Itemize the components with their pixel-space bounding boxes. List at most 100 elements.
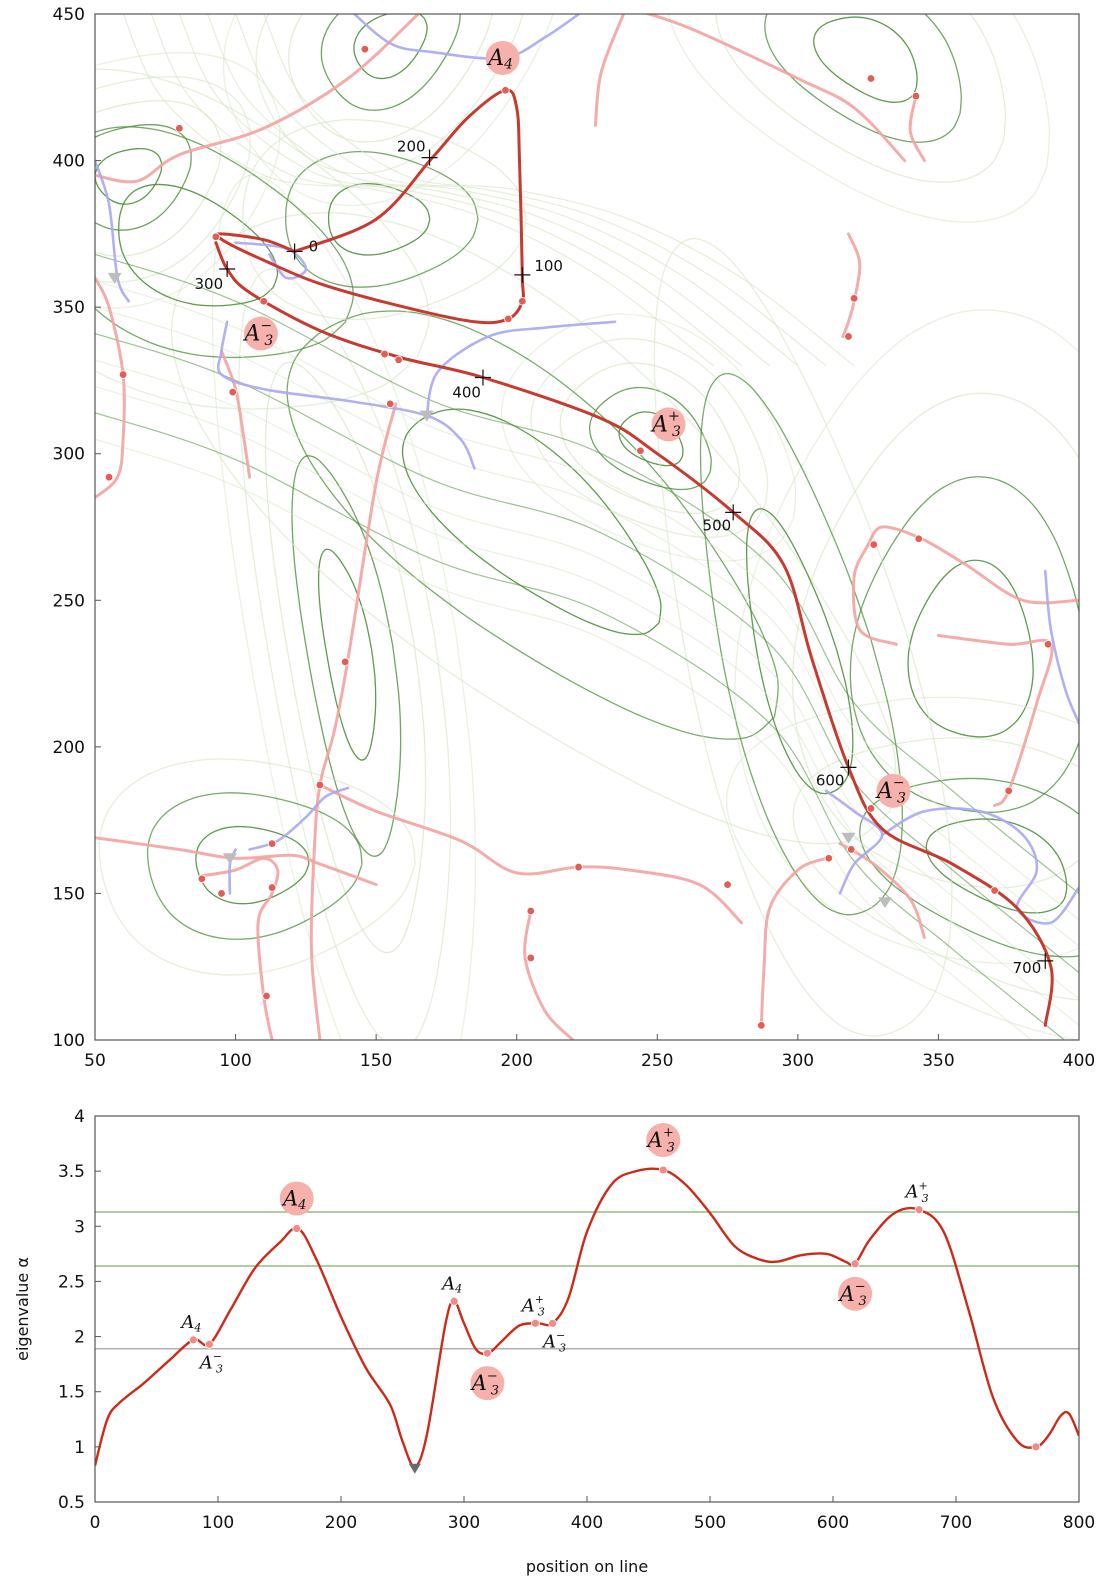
fold-point (175, 124, 184, 133)
contour-map-frame (94, 13, 1080, 1041)
valley-line (880, 807, 1079, 925)
contour-lines (95, 14, 1079, 1040)
position-label: 200 (397, 138, 426, 156)
contour-line (95, 385, 1079, 1026)
contour-line (195, 825, 310, 905)
valley-line (216, 320, 476, 470)
contour-line (285, 150, 479, 288)
ridge-line (220, 349, 252, 479)
main-ridge-line (214, 88, 1054, 1027)
contour-line (530, 337, 769, 538)
contour-line (327, 182, 431, 256)
fold-point (869, 540, 878, 549)
eigenvalue-fold-markers: A4 A− 3 A4 A4 A− 3 A+ 3 A− 3 A+ 3 A− 3 A+ 3 (179, 1123, 1041, 1474)
minimum-marker (878, 897, 893, 909)
contour-line (95, 123, 192, 231)
contour-line (849, 476, 1079, 814)
fold-label: A4 (179, 1311, 201, 1333)
position-cross (474, 369, 491, 386)
fold-point (204, 1339, 214, 1349)
fold-point (824, 854, 833, 863)
fold-point (262, 991, 271, 1001)
x-tick-label: 300 (448, 1513, 480, 1533)
ridge-line (95, 14, 420, 184)
fold-point (228, 387, 237, 397)
fold-point (914, 1205, 924, 1215)
contour-line (734, 309, 1079, 965)
fold-label: A4 (281, 1186, 306, 1212)
contour-line (95, 68, 430, 410)
contour-line (95, 76, 251, 283)
x-tick-label: 400 (571, 1513, 603, 1533)
fold-point (911, 91, 921, 101)
line-position-labels: 0 100 200 300 400 500 600 700 (194, 138, 1054, 977)
x-tick-label: 300 (782, 1051, 814, 1071)
fold-badge (876, 773, 911, 808)
x-tick-label: 800 (1063, 1513, 1095, 1533)
y-tick-label: 100 (53, 1031, 85, 1051)
contour-line (95, 253, 1079, 894)
fold-point (914, 534, 923, 543)
position-label: 500 (703, 516, 732, 534)
fold-badge (279, 1181, 314, 1216)
contour-line (559, 362, 740, 515)
x-tick-label: 0 (90, 1513, 101, 1533)
ridge-line (643, 14, 907, 163)
ridge-lines (95, 14, 1079, 1040)
ridge-line (95, 276, 126, 500)
contour-line (95, 147, 163, 205)
contour-line (589, 386, 712, 491)
position-cross (725, 504, 742, 521)
contour-line (291, 455, 402, 857)
contour-line (263, 14, 855, 367)
contour-line (98, 758, 416, 976)
ridge-line (309, 402, 398, 1040)
x-tick-label: 350 (922, 1051, 954, 1071)
bottom-y-axis: 0.5 1 1.5 2 2.5 3 3.5 4 (58, 1107, 101, 1513)
position-label: 700 (1013, 959, 1042, 977)
y-tick-label: 1.5 (58, 1383, 85, 1403)
fold-point (866, 804, 876, 813)
fold-point (217, 889, 226, 898)
x-tick-label: 150 (360, 1051, 392, 1071)
position-cross (840, 759, 857, 776)
fold-point (574, 862, 583, 872)
x-tick-label: 200 (500, 1051, 532, 1071)
valley-line (234, 241, 308, 280)
x-tick-label: 400 (1063, 1051, 1095, 1071)
fold-point (844, 332, 853, 341)
fold-badge (646, 1123, 681, 1158)
fold-point (1043, 640, 1053, 649)
top-y-axis: 100 150 200 250 300 350 400 450 (53, 5, 101, 1051)
position-cross (286, 243, 303, 260)
fold-point (847, 845, 856, 854)
fold-label: A+ 3 (520, 1293, 545, 1319)
contour-line (792, 392, 1079, 889)
fold-point (636, 446, 645, 455)
y-axis-label: eigenvalue α (13, 1257, 32, 1361)
position-label: 400 (452, 383, 481, 401)
fold-point (658, 1165, 668, 1175)
contour-line (317, 548, 377, 761)
y-tick-label: 300 (53, 445, 85, 465)
x-tick-label: 700 (940, 1513, 972, 1533)
fold-badge-label: A+ 3 (650, 409, 681, 440)
position-cross (421, 149, 438, 166)
fold-point (118, 370, 128, 379)
fold-label: A+ 3 (646, 1125, 675, 1155)
fold-point (866, 74, 876, 83)
x-tick-label: 600 (817, 1513, 849, 1533)
y-tick-label: 250 (53, 591, 85, 611)
y-tick-label: 450 (53, 5, 85, 25)
bottom-x-axis: 0 100 200 300 400 500 600 700 800 (90, 1496, 1095, 1533)
contour-line (745, 508, 854, 795)
minimum-marker (222, 853, 237, 865)
contour-line (95, 126, 354, 359)
position-label: 100 (534, 257, 563, 275)
fold-badge-label: A4 (486, 45, 513, 72)
position-cross (219, 261, 236, 278)
x-tick-label: 100 (219, 1051, 251, 1071)
y-tick-label: 3.5 (58, 1162, 85, 1182)
fold-point (526, 953, 535, 963)
